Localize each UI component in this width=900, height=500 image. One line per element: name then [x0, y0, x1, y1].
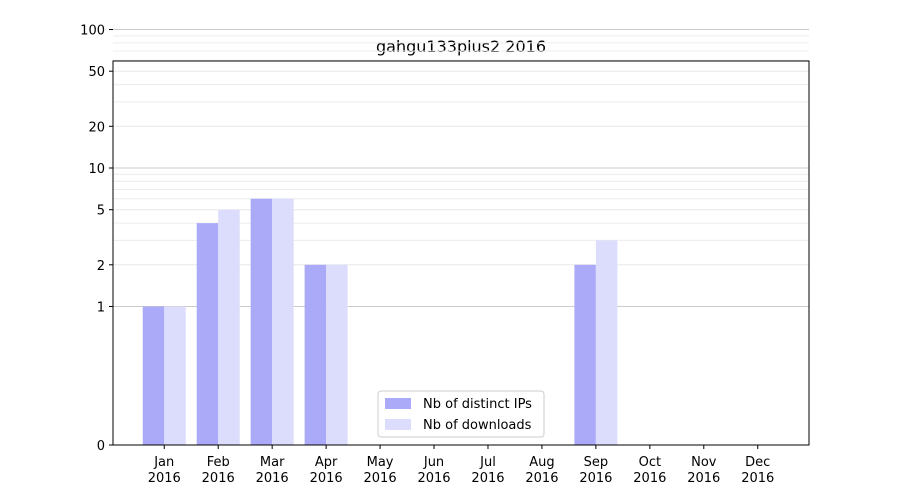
- y-tick-label: 0: [97, 439, 105, 454]
- x-tick-label-month: Nov: [691, 455, 717, 470]
- legend-swatch-distinct-ips: [385, 398, 411, 409]
- x-tick-label-year: 2016: [579, 471, 612, 486]
- y-tick-label: 100: [80, 24, 105, 39]
- x-tick-label-month: Apr: [315, 455, 338, 470]
- x-tick-label-month: Jan: [153, 455, 174, 470]
- x-tick-label-month: Mar: [260, 455, 285, 470]
- x-tick-label-month: Jul: [479, 455, 496, 470]
- x-tick-label-year: 2016: [417, 471, 450, 486]
- legend-label-downloads: Nb of downloads: [423, 418, 532, 433]
- x-tick-label-year: 2016: [525, 471, 558, 486]
- y-tick-label: 5: [97, 204, 105, 219]
- bar-distinct-ips-mar: [250, 198, 273, 445]
- bar-downloads-feb: [218, 209, 240, 445]
- x-tick-label-year: 2016: [633, 471, 666, 486]
- x-tick-label-month: Oct: [639, 455, 661, 470]
- x-tick-label-month: May: [367, 455, 394, 470]
- x-tick-label-month: Sep: [584, 455, 609, 470]
- bar-downloads-apr: [326, 264, 348, 445]
- x-axis: Jan2016Feb2016Mar2016Apr2016May2016Jun20…: [148, 445, 774, 486]
- x-tick-label-year: 2016: [202, 471, 235, 486]
- y-tick-label: 50: [88, 65, 105, 80]
- y-tick-label: 1: [97, 301, 105, 316]
- bar-downloads-jan: [164, 306, 186, 445]
- bar-distinct-ips-sep: [574, 264, 596, 445]
- x-tick-label-month: Aug: [529, 455, 554, 470]
- y-tick-label: 10: [88, 162, 105, 177]
- x-tick-label-year: 2016: [471, 471, 504, 486]
- bar-distinct-ips-jan: [142, 306, 165, 445]
- x-tick-label-year: 2016: [364, 471, 397, 486]
- legend-swatch-downloads: [385, 419, 411, 430]
- bar-distinct-ips-feb: [196, 223, 219, 445]
- bar-distinct-ips-apr: [304, 264, 327, 445]
- legend-box: [377, 390, 545, 438]
- legend: Nb of distinct IPs Nb of downloads: [377, 390, 545, 438]
- x-tick-label-month: Dec: [745, 455, 770, 470]
- plot-frame: [112, 60, 810, 446]
- x-tick-label-month: Jun: [423, 455, 444, 470]
- x-tick-label-year: 2016: [148, 471, 181, 486]
- x-tick-label-year: 2016: [310, 471, 343, 486]
- x-tick-label-year: 2016: [741, 471, 774, 486]
- bars: [142, 198, 618, 445]
- y-axis: 0 1 2 5 10 20 50 100: [80, 24, 113, 454]
- y-tick-label: 20: [88, 120, 105, 135]
- chart-title: gahgu133plus2 2016: [376, 37, 546, 56]
- x-tick-label-month: Feb: [207, 455, 230, 470]
- x-tick-label-year: 2016: [256, 471, 289, 486]
- y-tick-label: 2: [97, 259, 105, 274]
- x-tick-label-year: 2016: [687, 471, 720, 486]
- bar-downloads-mar: [272, 198, 294, 445]
- legend-label-distinct-ips: Nb of distinct IPs: [423, 397, 532, 412]
- bar-downloads-sep: [595, 240, 618, 445]
- grid: [113, 29, 809, 307]
